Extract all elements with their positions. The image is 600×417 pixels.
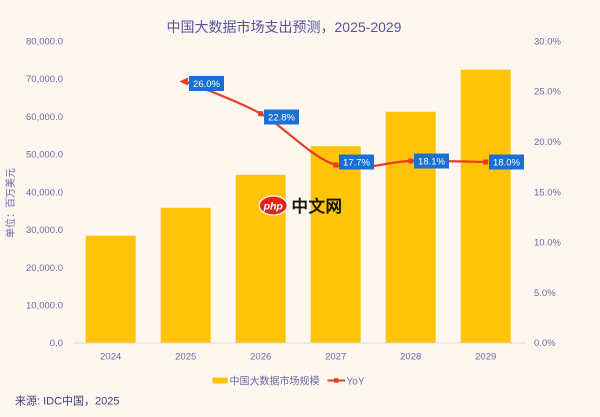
svg-text:10,000.0: 10,000.0 [26, 301, 63, 312]
svg-text:2024: 2024 [100, 352, 121, 363]
svg-text:26.0%: 26.0% [193, 79, 220, 90]
svg-text:2029: 2029 [475, 352, 496, 363]
svg-text:20.0%: 20.0% [534, 137, 561, 148]
svg-text:YoY: YoY [347, 377, 365, 388]
svg-text:php: php [263, 201, 284, 213]
svg-text:来源: IDC中国，2025: 来源: IDC中国，2025 [15, 394, 120, 408]
svg-text:30.0%: 30.0% [534, 36, 561, 47]
svg-text:22.8%: 22.8% [268, 113, 295, 124]
svg-text:80,000.0: 80,000.0 [26, 36, 63, 47]
svg-text:10.0%: 10.0% [534, 238, 561, 249]
svg-text:70,000.0: 70,000.0 [26, 74, 63, 85]
svg-text:18.0%: 18.0% [493, 158, 520, 169]
svg-text:0.0%: 0.0% [534, 338, 556, 349]
svg-text:中文网: 中文网 [292, 196, 343, 216]
svg-text:50,000.0: 50,000.0 [26, 150, 63, 161]
svg-text:25.0%: 25.0% [534, 87, 561, 98]
svg-text:5.0%: 5.0% [534, 288, 556, 299]
svg-text:2025: 2025 [175, 352, 196, 363]
svg-text:15.0%: 15.0% [534, 187, 561, 198]
svg-text:2026: 2026 [250, 352, 271, 363]
svg-text:中国大数据市场规模: 中国大数据市场规模 [230, 375, 320, 388]
svg-text:30,000.0: 30,000.0 [26, 225, 63, 236]
svg-text:20,000.0: 20,000.0 [26, 263, 63, 274]
svg-text:17.7%: 17.7% [343, 158, 370, 169]
svg-text:2028: 2028 [400, 352, 421, 363]
svg-text:0.0: 0.0 [50, 338, 63, 349]
svg-text:40,000.0: 40,000.0 [26, 187, 63, 198]
svg-text:中国大数据市场支出预测，2025-2029: 中国大数据市场支出预测，2025-2029 [167, 19, 402, 35]
svg-text:单位：百万美元: 单位：百万美元 [4, 168, 17, 238]
svg-text:60,000.0: 60,000.0 [26, 112, 63, 123]
svg-text:2027: 2027 [325, 352, 346, 363]
svg-text:18.1%: 18.1% [418, 157, 445, 168]
